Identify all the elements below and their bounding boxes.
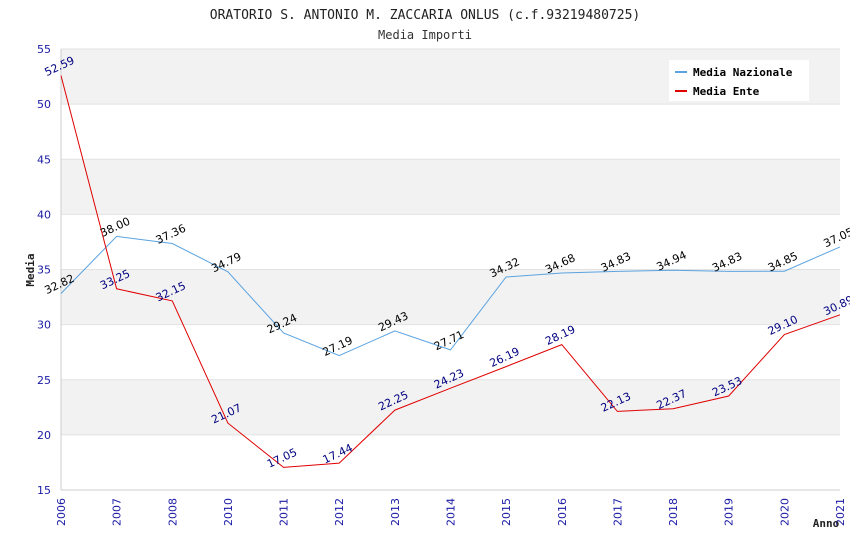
x-axis-label: Anno [813,517,840,530]
grid-band [61,104,840,160]
x-tick-label: 2016 [556,498,569,526]
x-tick-label: 2007 [111,498,124,526]
y-tick-label: 25 [37,374,51,387]
grid-band [61,269,840,325]
y-tick-label: 15 [37,484,51,497]
x-tick-label: 2019 [723,498,736,526]
chart-title: ORATORIO S. ANTONIO M. ZACCARIA ONLUS (c… [210,8,640,23]
x-tick-label: 2006 [55,498,68,526]
y-axis-label: Media [24,253,37,286]
x-tick-label: 2011 [278,498,291,526]
legend-box [669,60,809,101]
series-line-1 [60,235,841,357]
x-tick-label: 2017 [611,498,624,526]
x-tick-label: 2018 [667,498,680,526]
x-tick-label: 2015 [500,498,513,526]
chart-subtitle: Media Importi [378,28,472,42]
y-tick-label: 45 [37,153,51,166]
x-tick-label: 2010 [222,498,235,526]
x-axis-ticks: 2006 2007 2008 2010 2011 2012 2013 2014 2015 2016… [55,498,847,526]
y-tick-label: 40 [37,208,51,221]
y-tick-label: 35 [37,264,51,277]
x-tick-label: 2021 [834,498,847,526]
series-lines [60,75,841,468]
y-tick-label: 55 [37,43,51,56]
y-tick-label: 30 [37,319,51,332]
grid-band [61,159,840,215]
y-tick-label: 50 [37,98,51,111]
grid-band [61,379,840,435]
grid-band [61,214,840,270]
x-tick-label: 2014 [445,498,458,526]
y-axis-ticks: 15 20 25 30 35 40 45 50 55 [37,43,51,497]
series-line-2 [60,75,841,468]
x-tick-label: 2012 [333,498,346,526]
legend-entry: Media Ente [693,85,760,98]
grid-band [61,324,840,380]
y-tick-label: 20 [37,429,51,442]
legend-entry: Media Nazionale [693,66,793,79]
x-tick-label: 2013 [389,498,402,526]
x-tick-label: 2020 [778,498,791,526]
x-tick-label: 2008 [166,498,179,526]
legend: Media Nazionale Media Ente [669,60,809,101]
grid-band [61,434,840,490]
